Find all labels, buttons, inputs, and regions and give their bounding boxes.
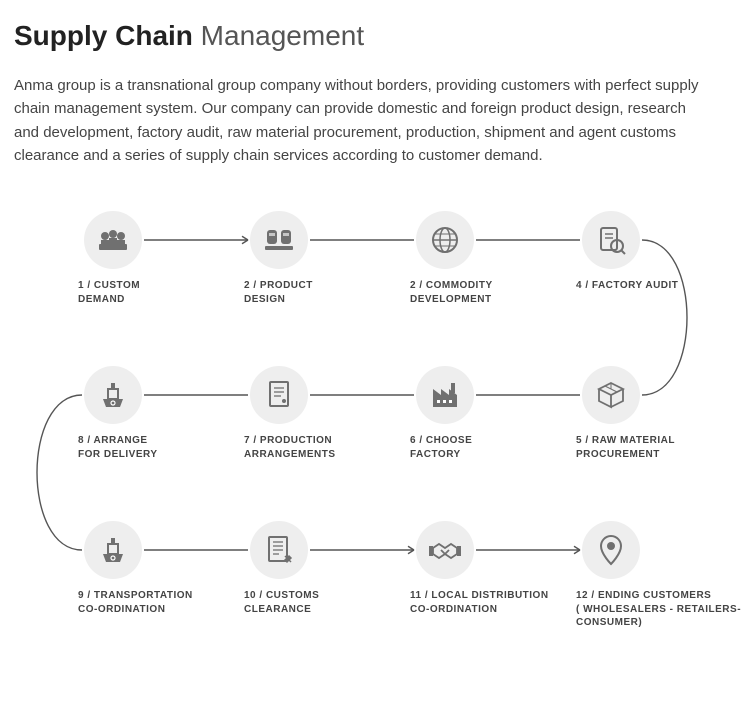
flow-node-12: 12 / ENDING CUSTOMERS ( WHOLESALERS - RE…	[574, 521, 744, 630]
flow-node-label: 2 / PRODUCT DESIGN	[242, 279, 412, 306]
flow-node-label: 5 / RAW MATERIAL PROCUREMENT	[574, 434, 744, 461]
flow-node-label: 6 / CHOOSE FACTORY	[408, 434, 578, 461]
flow-node-label: 12 / ENDING CUSTOMERS ( WHOLESALERS - RE…	[574, 589, 744, 630]
ship-icon	[84, 521, 142, 579]
flow-node-1: 1 / CUSTOM DEMAND	[76, 211, 246, 306]
flow-node-label: 9 / TRANSPORTATION CO-ORDINATION	[76, 589, 246, 616]
flow-node-11: 11 / LOCAL DISTRIBUTION CO-ORDINATION	[408, 521, 578, 616]
flow-node-5: 5 / RAW MATERIAL PROCUREMENT	[574, 366, 744, 461]
people-icon	[84, 211, 142, 269]
globe-icon	[416, 211, 474, 269]
handshake-icon	[416, 521, 474, 579]
page-title: Supply Chain Management	[14, 20, 736, 52]
product-icon	[250, 211, 308, 269]
title-light: Management	[193, 20, 364, 51]
title-bold: Supply Chain	[14, 20, 193, 51]
flow-node-label: 10 / CUSTOMS CLEARANCE	[242, 589, 412, 616]
flow-node-label: 11 / LOCAL DISTRIBUTION CO-ORDINATION	[408, 589, 578, 616]
factory-icon	[416, 366, 474, 424]
flow-node-2: 2 / PRODUCT DESIGN	[242, 211, 412, 306]
flow-node-label: 1 / CUSTOM DEMAND	[76, 279, 246, 306]
flow-node-label: 8 / ARRANGE FOR DELIVERY	[76, 434, 246, 461]
pin-icon	[582, 521, 640, 579]
flow-node-4: 4 / FACTORY AUDIT	[574, 211, 744, 293]
supply-chain-flowchart: 1 / CUSTOM DEMAND2 / PRODUCT DESIGN2 / C…	[14, 191, 734, 651]
flow-node-9: 9 / TRANSPORTATION CO-ORDINATION	[76, 521, 246, 616]
box-icon	[582, 366, 640, 424]
flow-node-8: 8 / ARRANGE FOR DELIVERY	[76, 366, 246, 461]
doc-icon	[250, 366, 308, 424]
flow-node-7: 7 / PRODUCTION ARRANGEMENTS	[242, 366, 412, 461]
flow-node-label: 2 / COMMODITY DEVELOPMENT	[408, 279, 578, 306]
description: Anma group is a transnational group comp…	[14, 74, 714, 167]
flow-node-6: 6 / CHOOSE FACTORY	[408, 366, 578, 461]
form-icon	[250, 521, 308, 579]
flow-node-label: 4 / FACTORY AUDIT	[574, 279, 744, 293]
flow-node-3: 2 / COMMODITY DEVELOPMENT	[408, 211, 578, 306]
flow-node-10: 10 / CUSTOMS CLEARANCE	[242, 521, 412, 616]
flow-node-label: 7 / PRODUCTION ARRANGEMENTS	[242, 434, 412, 461]
ship-icon	[84, 366, 142, 424]
audit-icon	[582, 211, 640, 269]
